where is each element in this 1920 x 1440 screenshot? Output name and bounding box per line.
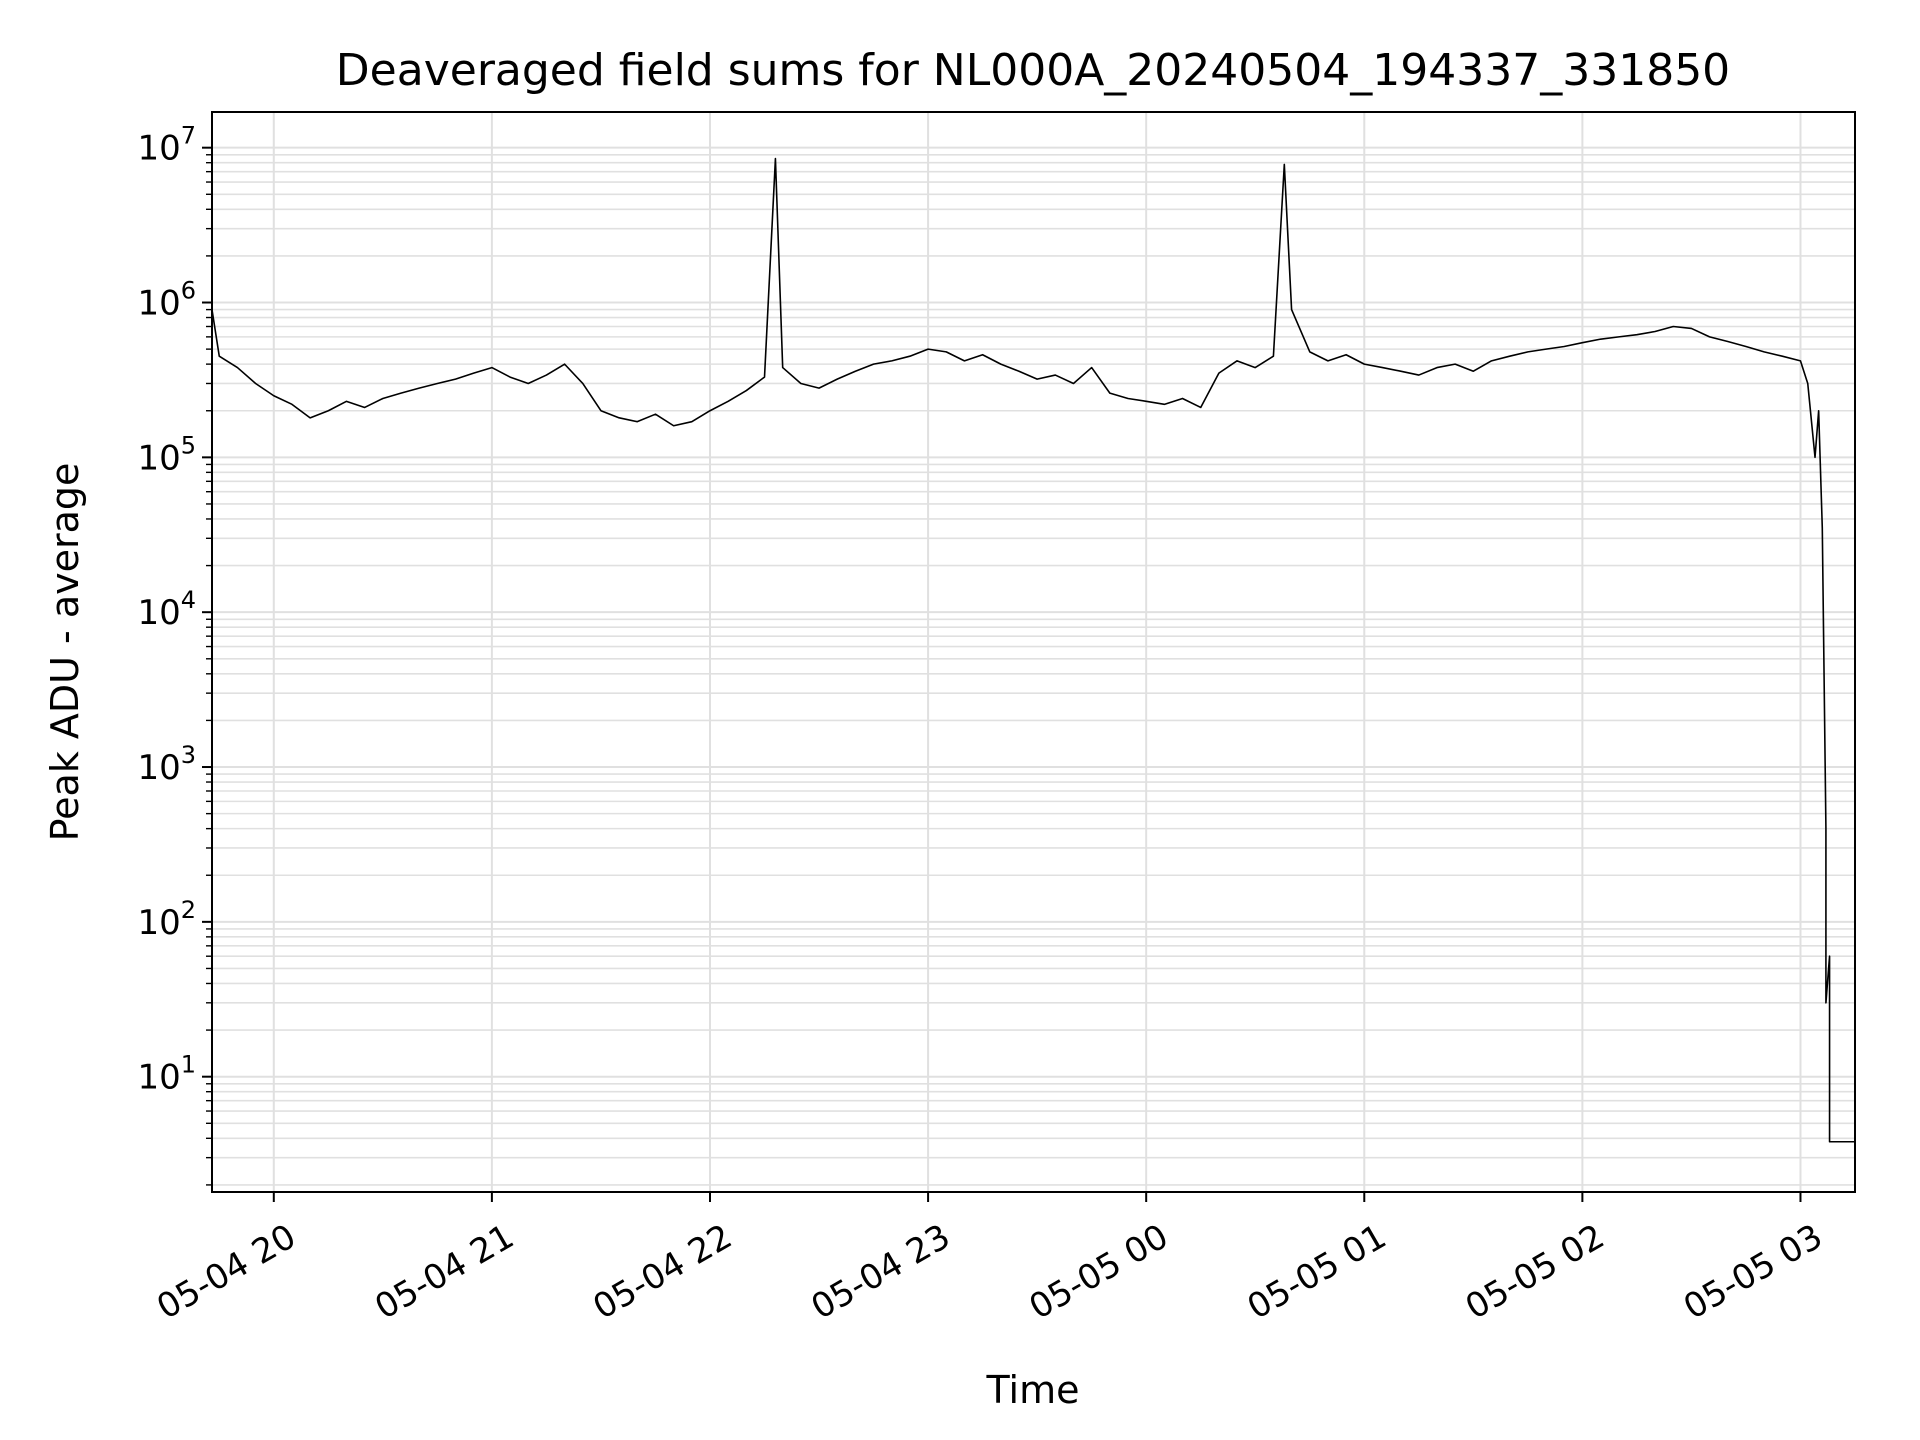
y-tick-exponent: 3 bbox=[181, 741, 196, 769]
data-layer bbox=[211, 157, 1855, 1143]
y-tick-exponent: 5 bbox=[181, 431, 196, 459]
y-tick-base: 10 bbox=[137, 593, 180, 633]
y-tick-exponent: 6 bbox=[181, 277, 196, 305]
y-tick-base: 10 bbox=[137, 903, 180, 943]
y-axis-label: Peak ADU - average bbox=[43, 463, 87, 842]
y-tick-exponent: 4 bbox=[181, 586, 196, 614]
y-tick-base: 10 bbox=[137, 284, 180, 324]
y-tick-label: 104 bbox=[137, 586, 196, 633]
data-series-line bbox=[211, 157, 1855, 1143]
x-axis-label: Time bbox=[986, 1368, 1080, 1412]
y-tick-base: 10 bbox=[137, 748, 180, 788]
y-tick-label: 106 bbox=[137, 277, 196, 324]
y-tick-label: 105 bbox=[137, 431, 196, 478]
y-tick-label: 101 bbox=[137, 1051, 196, 1098]
y-tick-base: 10 bbox=[137, 1058, 180, 1098]
y-tick-exponent: 2 bbox=[181, 896, 196, 924]
y-tick-base: 10 bbox=[137, 129, 180, 169]
chart-title: Deaveraged field sums for NL000A_2024050… bbox=[336, 45, 1730, 96]
y-tick-label: 102 bbox=[137, 896, 196, 943]
y-tick-exponent: 1 bbox=[181, 1051, 196, 1079]
y-tick-label: 103 bbox=[137, 741, 196, 788]
grid bbox=[212, 112, 1855, 1192]
y-tick-exponent: 7 bbox=[181, 122, 196, 150]
y-tick-base: 10 bbox=[137, 438, 180, 478]
y-tick-label: 107 bbox=[137, 122, 196, 169]
plot-frame bbox=[211, 111, 1856, 1193]
